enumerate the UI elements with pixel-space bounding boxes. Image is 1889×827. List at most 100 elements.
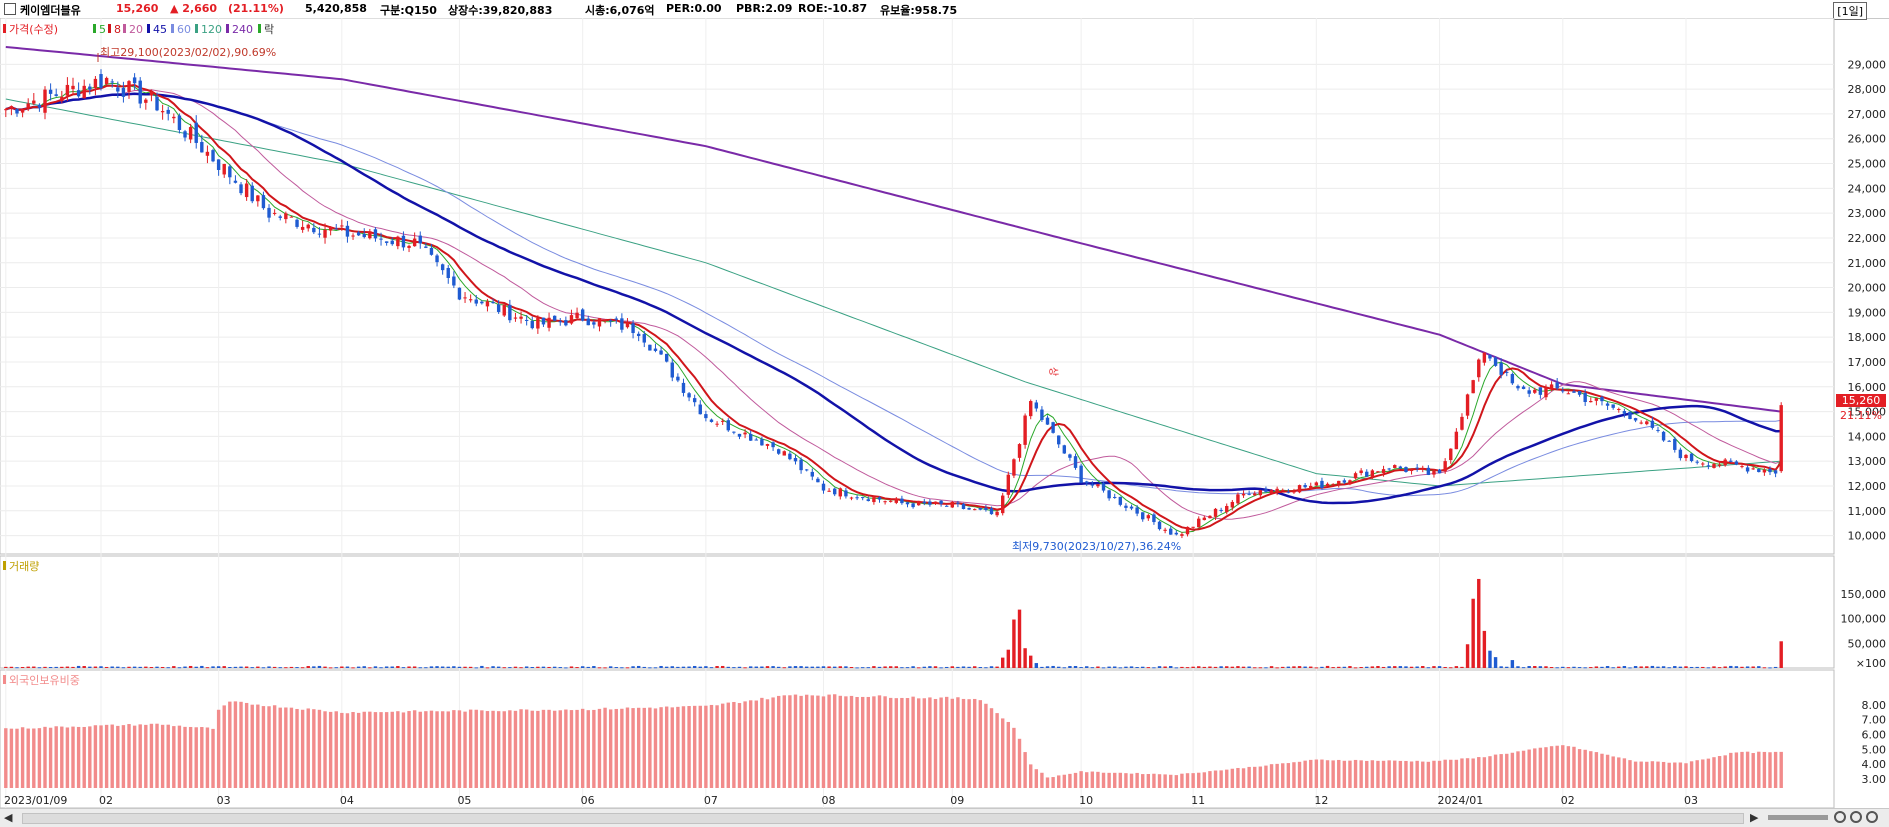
zoom-in-icon[interactable] bbox=[1866, 811, 1878, 823]
volume-bar bbox=[496, 666, 501, 668]
scroll-left-arrow[interactable]: ◀ bbox=[4, 811, 13, 824]
zoom-slider[interactable] bbox=[1768, 815, 1828, 820]
volume-bar bbox=[1617, 666, 1621, 668]
candle-body bbox=[1342, 480, 1347, 483]
period-selector[interactable]: [1일] bbox=[1833, 2, 1867, 20]
foreign-bar bbox=[328, 711, 333, 788]
candle-body bbox=[1493, 357, 1498, 366]
candle-body bbox=[1230, 501, 1235, 508]
foreign-bar bbox=[88, 726, 92, 788]
foreign-bar bbox=[267, 706, 271, 788]
price-change: ▲ 2,660 bbox=[170, 2, 218, 15]
ma60-line bbox=[5, 93, 1782, 497]
date-tick-label: 06 bbox=[581, 794, 595, 807]
candle-body bbox=[37, 104, 42, 108]
volume-bar bbox=[838, 666, 842, 668]
settings-checkbox[interactable] bbox=[4, 3, 16, 15]
foreign-bar bbox=[732, 701, 736, 788]
volume-bar bbox=[1773, 666, 1778, 668]
candle-body bbox=[9, 106, 14, 109]
foreign-bar bbox=[547, 709, 551, 788]
foreign-bar bbox=[1331, 760, 1335, 788]
volume-bar bbox=[737, 666, 742, 668]
foreign-bar bbox=[1348, 760, 1352, 788]
zoom-reset-icon[interactable] bbox=[1850, 811, 1862, 823]
foreign-bar bbox=[1225, 769, 1229, 788]
foreign-bar bbox=[1432, 760, 1436, 788]
foreign-bar bbox=[424, 711, 428, 788]
candle-body bbox=[1387, 468, 1391, 470]
axes: 29,000 28,000 27,000 26,000 25,000 24,000 23,0… bbox=[4, 58, 1886, 807]
foreign-bar bbox=[340, 712, 344, 788]
volume-bar bbox=[530, 666, 534, 668]
candle-body bbox=[1197, 518, 1201, 528]
foreign-bar bbox=[37, 728, 42, 788]
foreign-bar bbox=[1124, 773, 1128, 788]
foreign-bar bbox=[827, 694, 831, 788]
volume-bar bbox=[1163, 666, 1167, 668]
foreign-bar bbox=[211, 728, 215, 788]
candle-body bbox=[295, 219, 299, 227]
volume-bar bbox=[541, 666, 546, 668]
foreign-bar bbox=[440, 711, 445, 788]
candle-body bbox=[121, 87, 126, 97]
candle-body bbox=[1488, 355, 1492, 359]
volume-bar bbox=[586, 666, 590, 668]
price-tick-label: 19,000 bbox=[1848, 306, 1887, 319]
foreign-bar bbox=[933, 698, 938, 788]
foreign-bar bbox=[849, 695, 854, 788]
volume-bar bbox=[1482, 630, 1487, 668]
volume-bar bbox=[631, 666, 635, 668]
pbr-value: PBR:2.09 bbox=[736, 2, 793, 15]
volume-bar bbox=[1012, 619, 1016, 668]
candle-body bbox=[1521, 386, 1526, 389]
candle-body bbox=[43, 89, 47, 113]
foreign-bar bbox=[1286, 763, 1291, 788]
volume-bar bbox=[1348, 666, 1352, 668]
zoom-out-icon[interactable] bbox=[1834, 811, 1846, 823]
foreign-bar bbox=[1309, 759, 1313, 788]
volume-bar bbox=[788, 666, 792, 668]
volume-bar bbox=[480, 665, 484, 668]
date-tick-label: 03 bbox=[217, 794, 231, 807]
candle-body bbox=[883, 501, 887, 503]
candle-body bbox=[917, 500, 921, 506]
candle-body bbox=[93, 78, 98, 88]
foreign-bar bbox=[1297, 761, 1302, 788]
volume-bar bbox=[1510, 660, 1515, 668]
foreign-bar bbox=[737, 703, 742, 788]
candle-body bbox=[1432, 470, 1436, 475]
chart-area[interactable]: 29,000 28,000 27,000 26,000 25,000 24,000 23,0… bbox=[0, 17, 1889, 811]
foreign-bar bbox=[222, 705, 226, 788]
volume-bar bbox=[1057, 666, 1061, 668]
candle-body bbox=[452, 276, 456, 286]
volume-bar bbox=[1751, 666, 1755, 668]
legend-ma240-swatch bbox=[226, 24, 229, 33]
foreign-bar bbox=[1661, 761, 1666, 788]
candle-body bbox=[1169, 528, 1173, 535]
candles bbox=[4, 69, 1783, 539]
scroll-right-arrow[interactable]: ▶ bbox=[1750, 811, 1759, 824]
candle-body bbox=[922, 501, 927, 504]
volume-bar bbox=[233, 666, 238, 668]
candle-body bbox=[1454, 431, 1459, 450]
price-tick-label: 28,000 bbox=[1848, 83, 1887, 96]
volume-bar bbox=[1264, 667, 1268, 669]
candle-body bbox=[1689, 453, 1694, 461]
foreign-tick-label: 4.00 bbox=[1862, 758, 1887, 771]
volume-bar bbox=[216, 666, 221, 668]
foreign-bar bbox=[726, 702, 730, 788]
candle-body bbox=[233, 180, 238, 183]
foreign-bar bbox=[1729, 752, 1733, 788]
volume-value: 5,420,858 bbox=[305, 2, 367, 15]
candle-body bbox=[1264, 489, 1268, 492]
chart-svg[interactable]: 29,000 28,000 27,000 26,000 25,000 24,000 23,0… bbox=[0, 17, 1889, 809]
volume-bar bbox=[569, 666, 574, 668]
volume-bar bbox=[1113, 666, 1117, 668]
foreign-bar bbox=[452, 710, 456, 788]
horizontal-scrollbar[interactable] bbox=[22, 813, 1744, 824]
foreign-bar bbox=[1275, 763, 1279, 788]
candle-body bbox=[536, 318, 540, 329]
last-pct-tag-text: 21.11% bbox=[1840, 409, 1882, 422]
volume-bar bbox=[1499, 666, 1503, 668]
